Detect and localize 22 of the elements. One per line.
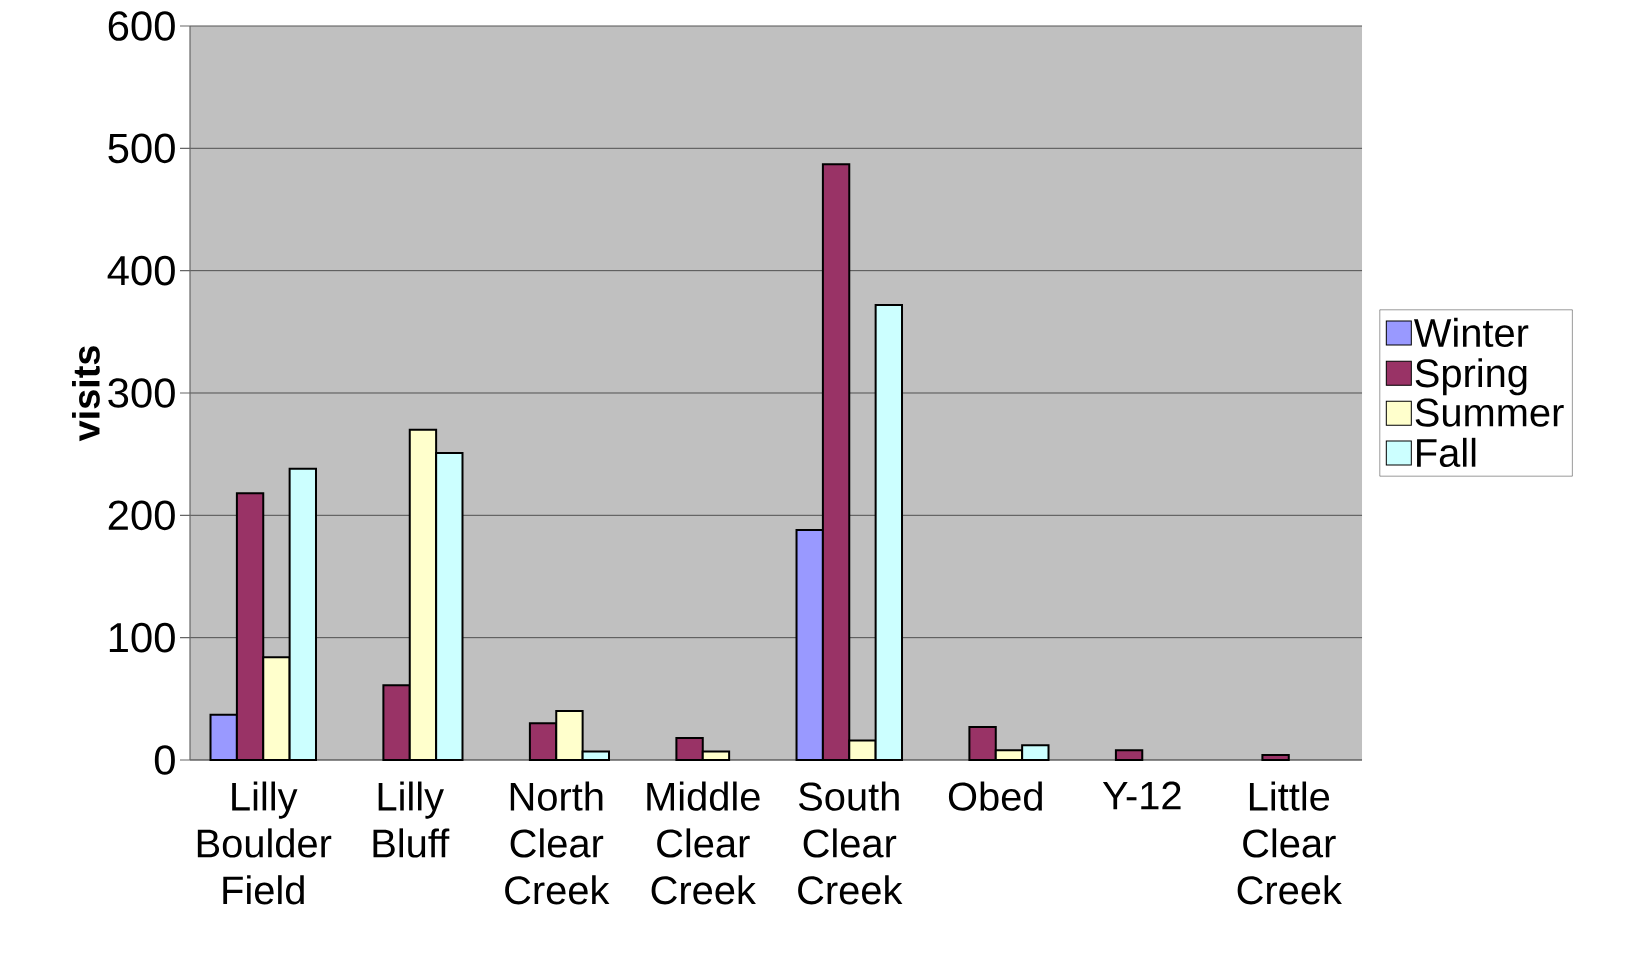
legend-label: Spring — [1415, 358, 1527, 396]
x-tick-label: North Clear Creek — [505, 781, 610, 905]
x-tick-label: Middle Clear Creek — [647, 781, 760, 905]
y-tick-label: 100 — [109, 622, 175, 653]
y-tick-label: 200 — [108, 500, 175, 531]
legend-label: Winter — [1413, 317, 1529, 348]
y-tick-label: 600 — [108, 11, 175, 41]
bar — [1114, 749, 1144, 761]
x-tick-label: South Clear Creek — [798, 781, 903, 905]
y-tick-label: 300 — [108, 378, 175, 408]
bar — [1261, 754, 1290, 761]
x-tick-label: Little Clear Creek — [1237, 781, 1342, 905]
x-tick-label: Lilly Boulder Field — [197, 781, 332, 905]
x-tick-label: Obed — [948, 781, 1042, 811]
y-tick-label: 0 — [154, 745, 175, 775]
legend-label: Fall — [1417, 437, 1476, 468]
legend-label: Summer — [1415, 398, 1564, 427]
y-tick-label: 500 — [108, 133, 175, 164]
x-tick-label: Y-12 — [1102, 781, 1181, 810]
y-tick-label: 400 — [107, 255, 175, 286]
x-tick-label: Lilly Bluff — [373, 781, 450, 858]
y-axis-title: visits — [72, 346, 100, 442]
